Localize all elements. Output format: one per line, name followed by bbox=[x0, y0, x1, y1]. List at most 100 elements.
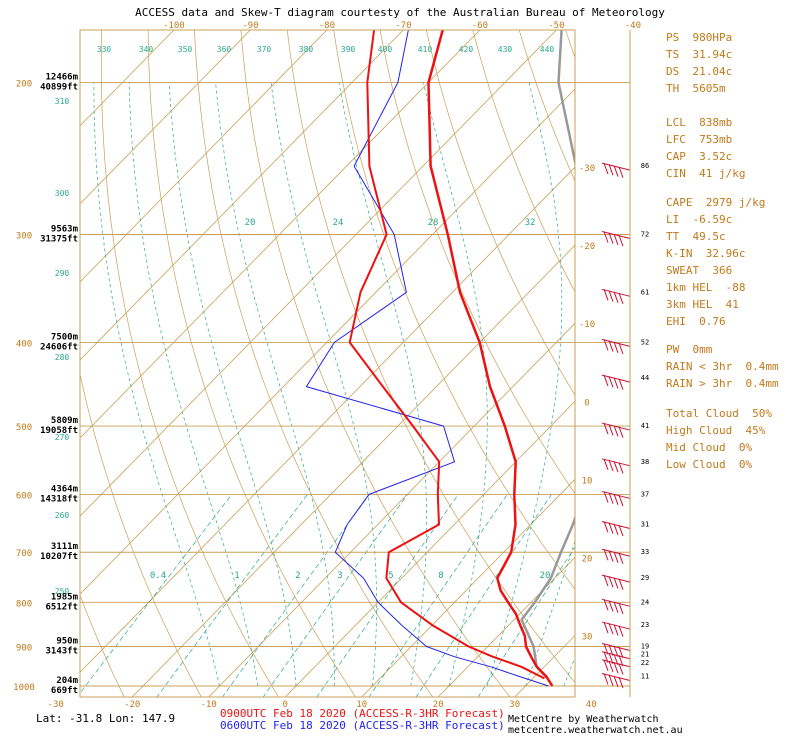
wind-barb: 41 bbox=[602, 422, 649, 438]
temp-tick-bottom: -20 bbox=[124, 700, 140, 710]
wind-speed-label: 52 bbox=[641, 338, 649, 346]
wet-adiabat-line bbox=[487, 83, 562, 687]
height-label-m: 5809m bbox=[51, 416, 79, 426]
wind-barb: 86 bbox=[602, 162, 649, 178]
temp-tick-right: 10 bbox=[582, 476, 593, 486]
pressure-tick-label: 700 bbox=[16, 549, 32, 559]
pressure-tick-label: 900 bbox=[16, 643, 32, 653]
adiabat-label: 300 bbox=[55, 189, 70, 198]
wind-speed-label: 23 bbox=[641, 621, 649, 629]
mixing-ratio-line bbox=[72, 494, 232, 704]
index-row: SWEAT 366 bbox=[666, 264, 732, 277]
index-label: SWEAT bbox=[666, 264, 712, 277]
wind-speed-label: 38 bbox=[641, 458, 649, 466]
height-label-m: 3111m bbox=[51, 542, 79, 552]
wind-speed-label: 22 bbox=[641, 659, 649, 667]
mixing-ratio-layer bbox=[72, 494, 610, 704]
index-value: 21.04c bbox=[693, 65, 733, 78]
run-blue-label: 0600UTC Feb 18 2020 (ACCESS-R-3HR Foreca… bbox=[220, 719, 505, 732]
temp-tick-right: 0 bbox=[584, 398, 589, 408]
adiabat-label: 360 bbox=[217, 45, 232, 54]
wind-speed-label: 86 bbox=[641, 162, 649, 170]
index-label: Total Cloud bbox=[666, 407, 752, 420]
wet-adiabat-line bbox=[271, 83, 377, 687]
mixing-ratio-label: 3 bbox=[337, 571, 342, 581]
index-row: DS 21.04c bbox=[666, 65, 732, 78]
height-label-ft: 669ft bbox=[51, 686, 78, 696]
index-label: 1km HEL bbox=[666, 281, 726, 294]
height-label-ft: 40899ft bbox=[40, 82, 78, 92]
index-value: 45% bbox=[745, 424, 765, 437]
mixing-ratio-label: 2 bbox=[295, 571, 300, 581]
index-row: High Cloud 45% bbox=[666, 424, 765, 437]
wind-barb: 61 bbox=[602, 288, 649, 304]
location-label: Lat: -31.8 Lon: 147.9 bbox=[36, 712, 175, 725]
index-value: 2979 j/kg bbox=[706, 196, 766, 209]
index-value: 5605m bbox=[693, 82, 726, 95]
index-label: LFC bbox=[666, 133, 699, 146]
wind-barb: 38 bbox=[602, 458, 649, 474]
index-row: CAPE 2979 j/kg bbox=[666, 196, 765, 209]
index-value: 980HPa bbox=[693, 31, 733, 44]
adiabat-label: 330 bbox=[97, 45, 112, 54]
temp-tick-bottom: 30 bbox=[509, 700, 520, 710]
wind-speed-label: 72 bbox=[641, 231, 649, 239]
index-label: TH bbox=[666, 82, 693, 95]
wind-speed-label: 61 bbox=[641, 288, 649, 296]
index-row: CAP 3.52c bbox=[666, 150, 732, 163]
index-value: 753mb bbox=[699, 133, 732, 146]
height-label-m: 7500m bbox=[51, 332, 79, 342]
mixing-ratio-label: 8 bbox=[438, 571, 443, 581]
index-value: -88 bbox=[726, 281, 746, 294]
height-label-ft: 24606ft bbox=[40, 342, 78, 352]
height-label-m: 12466m bbox=[45, 72, 78, 82]
wet-adiabat-label: 32 bbox=[525, 218, 536, 228]
adiabat-label: 380 bbox=[299, 45, 314, 54]
index-label: CAP bbox=[666, 150, 699, 163]
wind-barb: 29 bbox=[602, 574, 649, 590]
height-label-ft: 31375ft bbox=[40, 235, 78, 245]
index-row: PS 980HPa bbox=[666, 31, 732, 44]
wind-barb: 24 bbox=[602, 598, 649, 614]
wet-adiabat-line bbox=[216, 83, 335, 687]
dry-adiabat-line bbox=[716, 0, 800, 704]
index-value: 31.94c bbox=[693, 48, 733, 61]
index-label: EHI bbox=[666, 315, 699, 328]
index-label: PS bbox=[666, 31, 693, 44]
adiabat-label: 430 bbox=[498, 45, 513, 54]
wet-adiabat-label: 24 bbox=[333, 218, 344, 228]
index-row: EHI 0.76 bbox=[666, 315, 726, 328]
wet-adiabat-line bbox=[169, 83, 296, 687]
dry-adiabat-line bbox=[755, 0, 800, 704]
height-label-m: 204m bbox=[56, 676, 78, 686]
wind-barb: 44 bbox=[602, 374, 649, 390]
wet-adiabat-line bbox=[129, 83, 258, 687]
pressure-tick-label: 800 bbox=[16, 599, 32, 609]
index-row: Total Cloud 50% bbox=[666, 407, 772, 420]
index-label: TS bbox=[666, 48, 693, 61]
pressure-tick-label: 400 bbox=[16, 339, 32, 349]
wind-speed-label: 37 bbox=[641, 490, 649, 498]
wet-adiabat-line bbox=[339, 83, 427, 687]
isotherm-line bbox=[56, 30, 710, 697]
wind-barb: 31 bbox=[602, 520, 649, 536]
mixing-ratio-label: 0.4 bbox=[150, 571, 166, 581]
wind-barb-layer: 49738672615244413837313329242319212211 bbox=[602, 0, 649, 688]
index-row: LFC 753mb bbox=[666, 133, 732, 146]
wind-speed-label: 31 bbox=[641, 520, 649, 528]
wind-barb: 52 bbox=[602, 338, 649, 354]
height-label-ft: 3143ft bbox=[45, 646, 78, 656]
index-row: Mid Cloud 0% bbox=[666, 441, 752, 454]
mixing-ratio-line bbox=[152, 494, 308, 704]
temp-tick-right: -10 bbox=[579, 320, 595, 330]
wind-speed-label: 24 bbox=[641, 598, 649, 606]
index-label: High Cloud bbox=[666, 424, 745, 437]
parcel-line bbox=[522, 0, 606, 678]
wet-adiabat-label: 28 bbox=[428, 218, 439, 228]
index-value: 0mm bbox=[693, 343, 713, 356]
adiabat-label: 350 bbox=[178, 45, 193, 54]
index-row: LCL 838mb bbox=[666, 116, 732, 129]
wind-barb: 37 bbox=[602, 490, 649, 506]
wet-adiabat-line bbox=[94, 83, 220, 687]
